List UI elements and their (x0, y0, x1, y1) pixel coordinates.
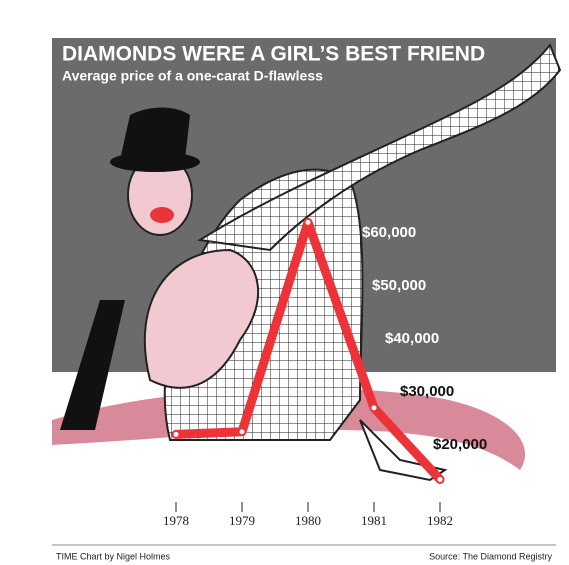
point (437, 476, 443, 482)
chart-title: DIAMONDS WERE A GIRL’S BEST FRIEND (62, 43, 485, 66)
body (143, 248, 260, 389)
x-tick-label: 1978 (163, 513, 189, 528)
x-tick-label: 1981 (361, 513, 387, 528)
point (239, 429, 245, 435)
y-tick-label: $20,000 (433, 436, 487, 453)
point (173, 431, 179, 437)
chart-subtitle: Average price of a one-carat D-flawless (62, 68, 323, 84)
y-tick-label: $40,000 (385, 330, 439, 347)
y-tick-label: $60,000 (362, 224, 416, 241)
point (371, 405, 377, 411)
x-tick-label: 1979 (229, 513, 255, 528)
source: Source: The Diamond Registry (429, 551, 552, 561)
raised-leg (197, 43, 562, 252)
y-tick-label: $50,000 (372, 277, 426, 294)
lips (150, 207, 174, 223)
hat-brim (110, 152, 200, 172)
credit: TIME Chart by Nigel Holmes (56, 551, 171, 561)
glove (60, 300, 125, 430)
x-tick-label: 1982 (427, 513, 453, 528)
y-tick-label: $30,000 (400, 383, 454, 400)
x-tick-label: 1980 (295, 513, 321, 528)
point (305, 219, 311, 225)
top-hat (120, 107, 190, 160)
